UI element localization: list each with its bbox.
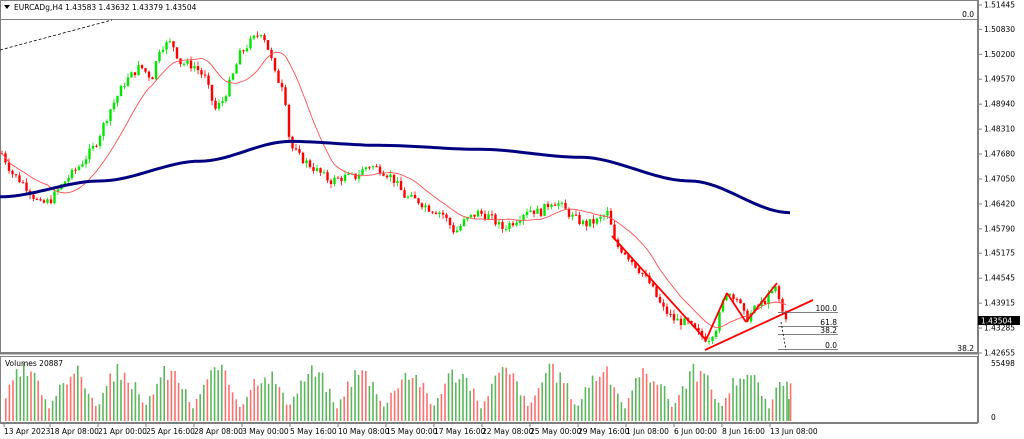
volume-scale-min: 0 (991, 413, 996, 422)
price-tick-label: 1.47050 (984, 175, 1015, 184)
time-tick-label: 18 Apr 08:00 (50, 427, 99, 436)
time-tick-label: 21 Apr 00:00 (98, 427, 147, 436)
ma-fast-line (1, 51, 787, 329)
price-tick-label: 1.46420 (984, 199, 1015, 208)
volume-bars (5, 362, 792, 421)
price-tick-label: 1.50830 (984, 25, 1015, 34)
time-tick-label: 25 May 00:00 (530, 427, 582, 436)
price-tick-label: 1.47680 (984, 150, 1015, 159)
price-tick-label: 1.45175 (984, 249, 1015, 258)
ma-slow-line (0, 139, 791, 215)
price-tick-label: 1.48310 (984, 125, 1015, 134)
price-tick-label: 1.44545 (984, 274, 1015, 283)
current-price-label: 1.43504 (981, 317, 1012, 326)
fibonacci-retracement[interactable]: 100.0 61.8 38.2 0.0 (778, 304, 838, 351)
time-tick-label: 3 May 00:00 (242, 427, 289, 436)
time-tick-label: 13 Jun 08:00 (770, 427, 818, 436)
time-tick-label: 10 May 08:00 (338, 427, 390, 436)
time-tick-label: 22 May 08:00 (482, 427, 534, 436)
time-tick-label: 5 May 16:00 (290, 427, 337, 436)
price-scale[interactable]: 1.51445 1.50830 1.50200 1.49570 1.48940 1.483… (978, 1, 1015, 358)
time-tick-label: 6 Jun 00:00 (674, 427, 717, 436)
fib-level-0: 0.0 (825, 341, 837, 350)
time-tick-label: 25 Apr 16:00 (146, 427, 195, 436)
current-price-marker (978, 316, 1020, 325)
top-right-label: 0.0 (962, 10, 974, 19)
time-tick-label: 15 May 00:00 (386, 427, 438, 436)
fib-level-38-2: 38.2 (820, 326, 837, 335)
candlesticks (0, 31, 788, 345)
price-tick-label: 1.43285 (984, 324, 1015, 333)
time-tick-label: 29 May 16:00 (578, 427, 630, 436)
dropdown-triangle-icon[interactable] (4, 5, 10, 9)
time-tick-label: 17 May 16:00 (434, 427, 486, 436)
drawn-trendlines[interactable] (611, 235, 814, 351)
chart-title: EURCADg,H4 1.43583 1.43632 1.43379 1.435… (14, 3, 197, 12)
bottom-right-label: 38.2 (957, 344, 974, 353)
time-tick-label: 8 Jun 16:00 (722, 427, 765, 436)
time-axis[interactable]: 13 Apr 2023 18 Apr 08:00 21 Apr 00:00 25 Ap… (3, 423, 818, 436)
volume-scale-max: 55498 (991, 359, 1015, 368)
time-tick-label: 28 Apr 08:00 (194, 427, 243, 436)
price-tick-label: 1.49570 (984, 75, 1015, 84)
volumes-label: Volumes 20887 (5, 359, 63, 368)
fib-level-61-8: 61.8 (820, 318, 837, 327)
price-tick-label: 1.42655 (984, 349, 1015, 358)
time-tick-label: 1 Jun 08:00 (626, 427, 669, 436)
dashed-trendline[interactable] (0, 19, 113, 51)
price-tick-label: 1.48940 (984, 100, 1015, 109)
price-tick-label: 1.43915 (984, 299, 1015, 308)
price-tick-label: 1.51445 (984, 1, 1015, 10)
fib-level-100: 100.0 (816, 304, 838, 313)
time-tick-label: 13 Apr 2023 (4, 427, 51, 436)
price-tick-label: 1.50200 (984, 50, 1015, 59)
price-tick-label: 1.45790 (984, 224, 1015, 233)
main-pane-frame (0, 0, 978, 353)
